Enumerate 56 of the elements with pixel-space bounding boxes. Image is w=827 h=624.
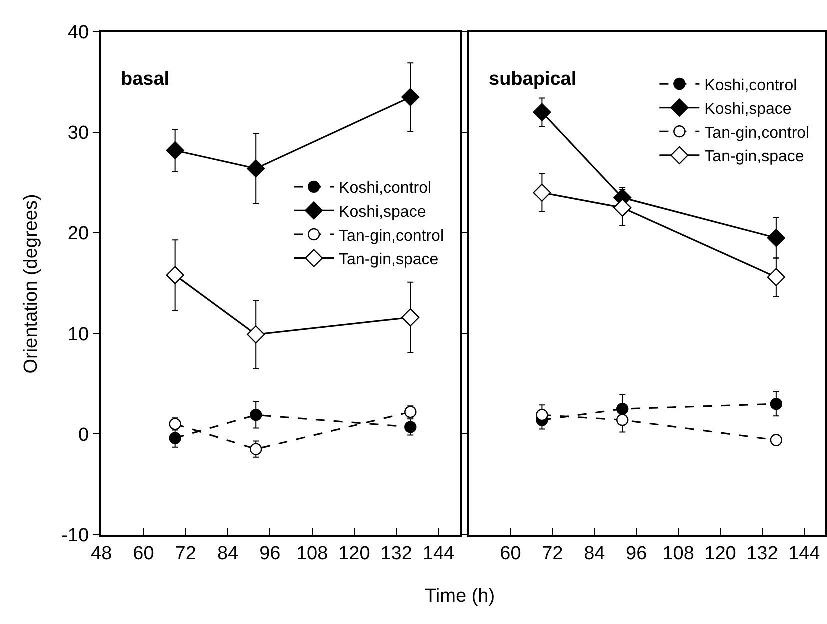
x-tick-label: 144	[422, 543, 456, 564]
x-tick-label: 108	[662, 543, 694, 564]
legend-label: Koshi,control	[339, 180, 432, 198]
point	[169, 432, 182, 444]
x-tick-label: 108	[296, 543, 328, 564]
point	[536, 409, 548, 422]
y-tick-label: -10	[62, 525, 90, 546]
point	[533, 184, 552, 202]
x-tick-label: 48	[91, 543, 112, 564]
point	[247, 326, 266, 344]
x-tick-label: 96	[260, 543, 281, 564]
point	[767, 268, 786, 286]
text: basal	[121, 69, 170, 90]
point	[402, 308, 420, 327]
point	[404, 406, 417, 418]
x-axis-title: Time (h)	[425, 586, 496, 607]
y-tick-label: 10	[68, 324, 90, 346]
point	[770, 398, 783, 410]
y-axis-title: Orientation (degrees)	[21, 194, 42, 374]
legend-label: Tan-gin,control	[704, 124, 810, 142]
x-tick-label: 72	[175, 543, 196, 564]
text: subapical	[489, 69, 577, 90]
x-tick-label: 60	[500, 543, 522, 564]
legend-label: Koshi,space	[704, 101, 792, 118]
legend-label: Tan-gin,control	[339, 228, 444, 245]
legend-label: Koshi,space	[339, 204, 426, 221]
point	[169, 418, 182, 430]
point	[250, 409, 262, 422]
x-tick-label: 120	[338, 543, 370, 564]
point	[616, 414, 629, 426]
x-tick-label: 84	[217, 543, 240, 564]
y-tick-label: 0	[78, 424, 90, 446]
legend-label: Tan-gin,space	[339, 252, 439, 269]
point	[770, 434, 783, 446]
point	[402, 88, 420, 106]
y-tick-label: 20	[68, 224, 90, 245]
point	[614, 198, 632, 217]
y-tick-label: 30	[68, 123, 90, 144]
point	[166, 142, 184, 160]
point	[250, 443, 262, 456]
x-tick-label: 120	[704, 543, 736, 564]
x-tick-label: 72	[542, 543, 564, 564]
y-tick-label: 40	[68, 22, 90, 44]
point	[533, 103, 552, 122]
x-tick-label: 60	[133, 543, 154, 564]
legend-label: Koshi,control	[704, 77, 798, 94]
x-tick-label: 132	[746, 543, 778, 564]
point	[166, 266, 184, 284]
point	[247, 160, 266, 178]
x-tick-label: 144	[788, 543, 821, 564]
point	[404, 421, 417, 434]
x-tick-label: 132	[380, 543, 412, 564]
x-tick-label: 96	[626, 543, 648, 564]
legend-label: Tan-gin,space	[704, 148, 804, 166]
point	[767, 229, 786, 248]
x-tick-label: 84	[584, 543, 606, 564]
